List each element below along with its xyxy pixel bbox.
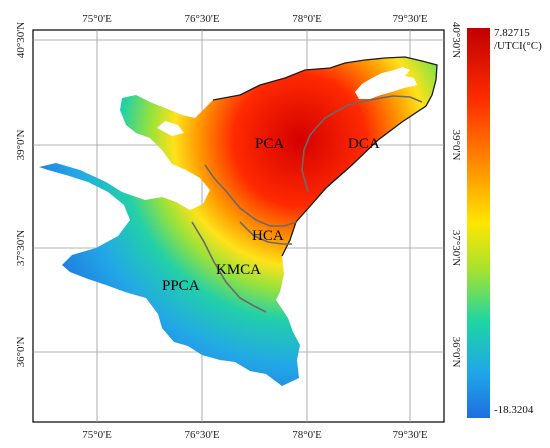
y-tick-left-40-30: 40°30'N [15, 22, 27, 58]
x-tick-top-75: 75°0'E [82, 13, 112, 25]
y-tick-right-39: 39°0'N [450, 130, 462, 161]
study-area-boundary [212, 56, 438, 257]
x-tick-bottom-76-30: 76°30'E [184, 429, 219, 441]
legend-color-bar [467, 28, 490, 418]
y-tick-right-36: 36°0'N [450, 337, 462, 368]
no-data-patch-west [157, 121, 184, 136]
y-tick-right-37-30: 37°30'N [450, 230, 462, 266]
division-hca-kmca [239, 221, 292, 245]
y-axis-left: 40°30'N 39°0'N 37°30'N 36°0'N [15, 22, 27, 368]
legend-unit: /UTCI(°C) [494, 40, 542, 52]
region-label-dca: DCA [348, 136, 380, 152]
x-axis-bottom: 75°0'E 76°30'E 78°0'E 79°30'E [82, 429, 428, 441]
region-label-pca: PCA [255, 136, 284, 152]
y-axis-right: 40°30'N 39°0'N 37°30'N 36°0'N [450, 22, 462, 368]
division-kmca-ppca [191, 221, 267, 313]
no-data-patch-northeast [355, 67, 417, 99]
y-tick-left-37-30: 37°30'N [15, 230, 27, 266]
x-axis-top: 75°0'E 76°30'E 78°0'E 79°30'E [82, 13, 428, 25]
study-area-utci-field [39, 57, 437, 386]
y-tick-right-40-30: 40°30'N [450, 22, 462, 58]
division-pca-dca [301, 95, 423, 193]
legend-min-value: -18.3204 [494, 404, 534, 416]
region-label-ppca: PPCA [162, 278, 200, 294]
division-north-hca [204, 164, 298, 227]
utci-legend: 7.82715 /UTCI(°C) -18.3204 [467, 27, 542, 418]
x-tick-bottom-78: 78°0'E [292, 429, 322, 441]
x-tick-top-79-30: 79°30'E [392, 13, 427, 25]
region-label-hca: HCA [252, 228, 284, 244]
x-tick-bottom-75: 75°0'E [82, 429, 112, 441]
legend-max-value: 7.82715 [494, 27, 530, 39]
x-tick-bottom-79-30: 79°30'E [392, 429, 427, 441]
y-tick-left-36: 36°0'N [15, 337, 27, 368]
x-tick-top-76-30: 76°30'E [184, 13, 219, 25]
zone-divisions [191, 95, 423, 313]
region-label-kmca: KMCA [216, 262, 261, 278]
y-tick-left-39: 39°0'N [15, 130, 27, 161]
x-tick-top-78: 78°0'E [292, 13, 322, 25]
